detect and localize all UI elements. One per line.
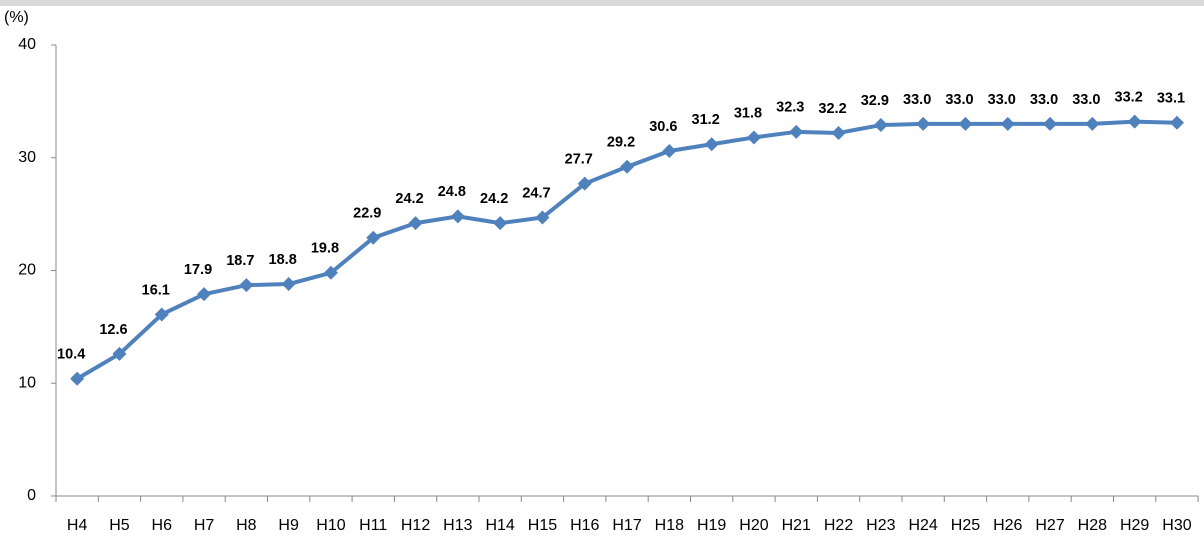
y-tick-label: 0 <box>27 487 36 504</box>
top-bar <box>0 0 1204 6</box>
value-label: 33.1 <box>1157 91 1185 107</box>
marker <box>620 159 635 174</box>
y-tick-label: 10 <box>18 374 36 391</box>
x-tick-label: H8 <box>236 517 257 534</box>
value-label: 24.2 <box>480 191 508 207</box>
marker <box>746 130 761 145</box>
value-label: 29.2 <box>607 135 635 151</box>
x-tick-label: H4 <box>67 517 88 534</box>
marker <box>662 143 677 158</box>
marker <box>112 346 127 361</box>
value-label: 10.4 <box>57 347 85 363</box>
value-label: 19.8 <box>311 241 339 257</box>
x-tick-label: H13 <box>443 517 472 534</box>
value-label: 33.0 <box>1072 92 1100 108</box>
x-tick-label: H18 <box>655 517 684 534</box>
marker <box>1085 116 1100 131</box>
marker <box>450 209 465 224</box>
value-label: 32.2 <box>818 101 846 117</box>
value-label: 18.7 <box>226 253 254 269</box>
marker <box>239 278 254 293</box>
x-tick-label: H6 <box>152 517 173 534</box>
marker <box>323 265 338 280</box>
marker <box>789 124 804 139</box>
x-tick-label: H11 <box>359 517 387 534</box>
x-tick-label: H10 <box>316 517 345 534</box>
value-label: 17.9 <box>184 262 212 278</box>
marker <box>493 216 508 231</box>
value-label: 30.6 <box>649 119 677 135</box>
x-tick-label: H28 <box>1078 517 1107 534</box>
x-tick-label: H9 <box>278 517 299 534</box>
marker <box>916 116 931 131</box>
x-tick-label: H5 <box>109 517 130 534</box>
marker <box>281 277 296 292</box>
value-label: 12.6 <box>99 322 127 338</box>
value-label: 32.9 <box>861 93 889 109</box>
value-label: 33.0 <box>903 92 931 108</box>
value-label: 16.1 <box>142 282 170 298</box>
value-label: 27.7 <box>565 152 593 168</box>
y-tick-label: 20 <box>18 262 36 279</box>
value-label: 33.2 <box>1115 89 1143 105</box>
marker <box>577 176 592 191</box>
value-label: 33.0 <box>1030 92 1058 108</box>
marker <box>873 118 888 133</box>
marker <box>704 137 719 152</box>
marker <box>1000 116 1015 131</box>
x-tick-label: H22 <box>824 517 853 534</box>
value-label: 32.3 <box>776 100 804 116</box>
x-tick-label: H20 <box>739 517 768 534</box>
marker <box>154 307 169 322</box>
value-label: 24.8 <box>438 184 466 200</box>
y-tick-label: 30 <box>18 149 36 166</box>
marker <box>366 230 381 245</box>
x-tick-label: H23 <box>866 517 895 534</box>
value-label: 18.8 <box>269 252 297 268</box>
marker <box>1043 116 1058 131</box>
x-tick-label: H25 <box>951 517 980 534</box>
marker <box>1127 114 1142 129</box>
value-label: 24.2 <box>395 191 423 207</box>
x-tick-label: H15 <box>528 517 557 534</box>
x-tick-label: H14 <box>485 517 514 534</box>
marker <box>70 371 85 386</box>
x-tick-label: H26 <box>993 517 1022 534</box>
value-label: 22.9 <box>353 206 381 222</box>
value-label: 31.2 <box>692 112 720 128</box>
marker <box>1169 115 1184 130</box>
marker <box>958 116 973 131</box>
x-tick-label: H27 <box>1035 517 1064 534</box>
x-tick-label: H30 <box>1162 517 1191 534</box>
y-tick-label: 40 <box>18 36 36 53</box>
x-tick-label: H7 <box>194 517 215 534</box>
marker <box>408 216 423 231</box>
marker <box>535 210 550 225</box>
y-axis-label: (%) <box>4 9 29 26</box>
x-tick-label: H17 <box>612 517 641 534</box>
x-tick-label: H12 <box>401 517 430 534</box>
marker <box>831 125 846 140</box>
x-tick-label: H24 <box>908 517 937 534</box>
x-tick-label: H16 <box>570 517 599 534</box>
value-label: 33.0 <box>945 92 973 108</box>
value-label: 33.0 <box>988 92 1016 108</box>
value-label: 31.8 <box>734 105 762 121</box>
value-label: 24.7 <box>522 185 550 201</box>
x-tick-label: H29 <box>1120 517 1149 534</box>
marker <box>197 287 212 302</box>
x-tick-label: H21 <box>782 517 811 534</box>
x-tick-label: H19 <box>697 517 726 534</box>
